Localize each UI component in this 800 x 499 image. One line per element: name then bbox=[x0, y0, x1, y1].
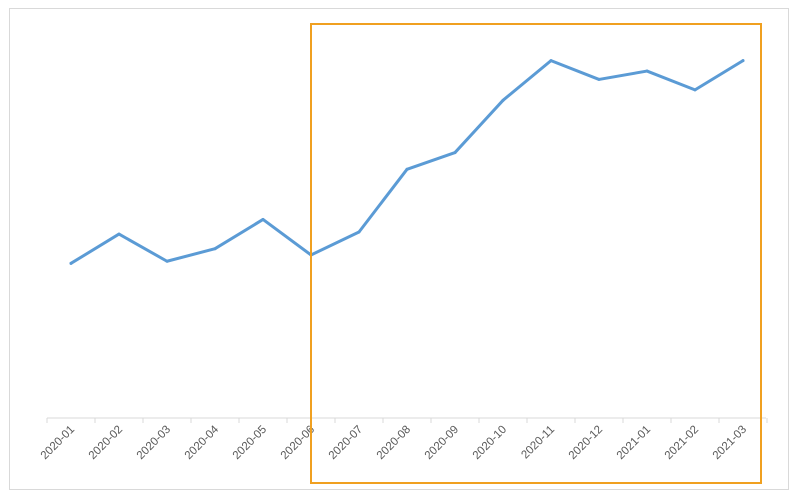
x-tick-label: 2020-01 bbox=[39, 424, 77, 462]
x-tick-label: 2020-07 bbox=[327, 424, 365, 462]
x-tick-label: 2020-03 bbox=[135, 424, 173, 462]
data-point bbox=[357, 230, 361, 234]
x-tick-label: 2020-05 bbox=[231, 424, 269, 462]
x-tick-label: 2020-02 bbox=[87, 424, 125, 462]
data-point bbox=[261, 217, 265, 221]
x-axis bbox=[46, 417, 768, 423]
x-tick-label: 2020-04 bbox=[183, 423, 222, 462]
chart-frame bbox=[9, 8, 789, 490]
x-tick-label: 2020-08 bbox=[375, 424, 413, 462]
series-line-layer bbox=[69, 59, 745, 265]
data-point bbox=[69, 261, 73, 265]
x-tick-label: 2020-12 bbox=[567, 424, 605, 462]
data-point bbox=[165, 259, 169, 263]
x-tick-label: 2021-03 bbox=[711, 424, 749, 462]
data-point bbox=[405, 167, 409, 171]
x-tick-labels: 2020-01 2020-02 2020-03 2020-04 2020-05 2020-… bbox=[39, 423, 749, 462]
data-point bbox=[549, 59, 553, 63]
data-point bbox=[741, 59, 745, 63]
x-tick-label: 2021-01 bbox=[615, 424, 653, 462]
data-point bbox=[501, 98, 505, 102]
x-tick-label: 2021-02 bbox=[663, 424, 701, 462]
x-tick-label: 2020-11 bbox=[519, 424, 557, 462]
data-point bbox=[453, 151, 457, 155]
data-point bbox=[117, 232, 121, 236]
data-point bbox=[645, 69, 649, 73]
x-tick-label: 2020-10 bbox=[471, 424, 509, 462]
x-tick-label: 2020-09 bbox=[423, 424, 461, 462]
highlight-box bbox=[310, 23, 762, 484]
data-point bbox=[213, 247, 217, 251]
data-point bbox=[597, 77, 601, 81]
series-line bbox=[69, 59, 745, 265]
data-point bbox=[693, 88, 697, 92]
